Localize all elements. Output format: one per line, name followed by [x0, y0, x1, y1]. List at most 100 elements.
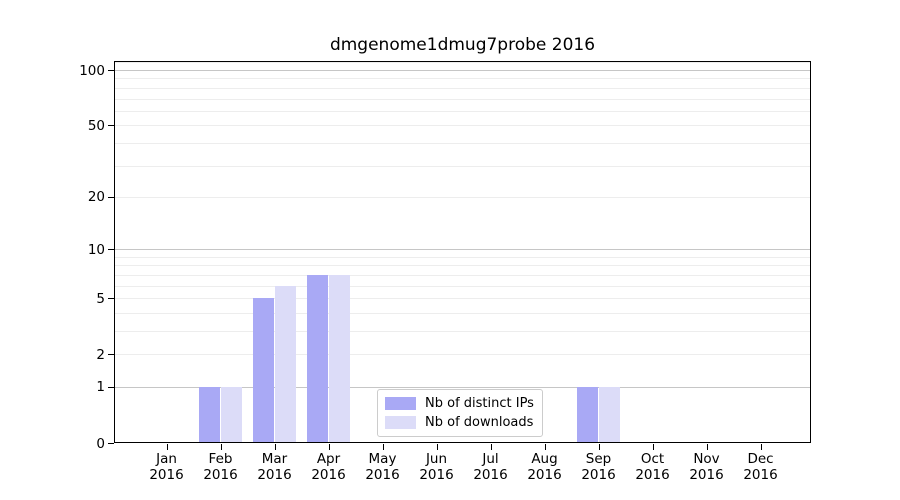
y-tick	[108, 443, 114, 444]
legend-item: Nb of downloads	[385, 415, 534, 430]
y-minor-gridline	[114, 256, 811, 258]
plot-area	[114, 61, 811, 443]
x-tick-label-line: 2016	[365, 467, 400, 483]
y-minor-gridline	[114, 330, 811, 332]
y-tick-label: 5	[96, 290, 105, 307]
y-minor-gridline	[114, 98, 811, 100]
x-tick	[166, 444, 168, 450]
x-tick-label: Dec 2016	[729, 451, 793, 483]
x-tick-label: Aug 2016	[513, 451, 577, 483]
y-tick	[108, 298, 114, 300]
x-tick-label: Mar 2016	[243, 451, 307, 483]
x-tick-label-line: Apr	[316, 451, 341, 467]
bar-distinct-ips	[306, 274, 329, 443]
legend: Nb of distinct IPs Nb of downloads	[377, 389, 543, 437]
x-tick-label-line: Sep	[585, 451, 612, 467]
x-tick	[598, 444, 600, 450]
x-tick	[382, 444, 384, 450]
y-minor-gridline	[114, 196, 811, 198]
x-tick	[490, 444, 492, 450]
x-tick-label: Sep 2016	[567, 451, 631, 483]
x-tick-label-line: 2016	[581, 467, 616, 483]
x-tick	[274, 444, 276, 450]
y-minor-gridline	[114, 125, 811, 127]
x-tick-label-line: Nov	[693, 451, 720, 467]
y-minor-gridline	[114, 354, 811, 356]
x-tick-label: Jan 2016	[135, 451, 199, 483]
y-tick	[108, 354, 114, 356]
x-tick-label-line: Oct	[640, 451, 665, 467]
x-tick-label-line: 2016	[203, 467, 238, 483]
x-tick	[706, 444, 708, 450]
y-minor-gridline	[114, 110, 811, 112]
y-tick-label: 20	[87, 189, 105, 206]
x-tick-label-line: 2016	[149, 467, 184, 483]
y-minor-gridline	[114, 274, 811, 276]
legend-label: Nb of downloads	[425, 415, 534, 430]
x-tick	[220, 444, 222, 450]
y-tick-label: 100	[79, 62, 105, 79]
x-tick-label-line: 2016	[689, 467, 724, 483]
legend-item: Nb of distinct IPs	[385, 396, 534, 411]
x-tick	[544, 444, 546, 450]
x-tick	[760, 444, 762, 450]
legend-label: Nb of distinct IPs	[425, 396, 534, 411]
y-major-gridline	[114, 249, 811, 251]
x-tick-label: Apr 2016	[297, 451, 361, 483]
y-major-gridline	[114, 386, 811, 388]
y-tick-label: 0	[96, 435, 105, 452]
y-minor-gridline	[114, 285, 811, 287]
bar-downloads	[220, 387, 243, 443]
y-minor-gridline	[114, 78, 811, 80]
y-minor-gridline	[114, 298, 811, 300]
x-tick-label-line: 2016	[743, 467, 778, 483]
bar-downloads	[274, 285, 297, 443]
x-tick-label: Jun 2016	[405, 451, 469, 483]
bar-downloads	[598, 387, 621, 443]
x-tick-label-line: May	[368, 451, 397, 467]
y-tick	[108, 196, 114, 198]
x-tick-label-line: 2016	[311, 467, 346, 483]
x-tick-label: Jul 2016	[459, 451, 523, 483]
downloads-swatch	[385, 416, 416, 429]
x-tick-label-line: 2016	[419, 467, 454, 483]
y-minor-gridline	[114, 265, 811, 267]
bar-distinct-ips	[198, 387, 221, 443]
x-tick	[436, 444, 438, 450]
x-tick-label: Feb 2016	[189, 451, 253, 483]
x-tick-label-line: 2016	[473, 467, 508, 483]
y-minor-gridline	[114, 87, 811, 89]
y-minor-gridline	[114, 142, 811, 144]
y-tick	[108, 386, 114, 388]
x-tick-label-line: Feb	[208, 451, 233, 467]
x-tick-label-line: Mar	[261, 451, 288, 467]
bar-distinct-ips	[576, 387, 599, 443]
y-tick-label: 2	[96, 346, 105, 363]
x-tick	[652, 444, 654, 450]
x-tick-label-line: 2016	[635, 467, 670, 483]
y-minor-gridline	[114, 62, 811, 64]
x-tick	[328, 444, 330, 450]
y-minor-gridline	[114, 312, 811, 314]
bar-downloads	[328, 274, 351, 443]
y-tick-label: 50	[87, 117, 105, 134]
x-tick-label-line: Dec	[747, 451, 774, 467]
y-tick	[108, 249, 114, 251]
x-tick-label-line: 2016	[257, 467, 292, 483]
y-minor-gridline	[114, 165, 811, 167]
y-tick	[108, 125, 114, 127]
x-tick-label: Nov 2016	[675, 451, 739, 483]
y-tick-label: 1	[96, 379, 105, 396]
distinct-ips-swatch	[385, 397, 416, 410]
x-tick-label-line: Aug	[531, 451, 558, 467]
x-tick-label: May 2016	[351, 451, 415, 483]
x-tick-label-line: Jan	[156, 451, 177, 467]
y-tick-label: 10	[87, 241, 105, 258]
bar-distinct-ips	[252, 298, 275, 443]
y-major-gridline	[114, 70, 811, 72]
chart-title: dmgenome1dmug7probe 2016	[329, 35, 596, 55]
x-tick-label-line: Jul	[482, 451, 499, 467]
x-tick-label-line: 2016	[527, 467, 562, 483]
x-tick-label-line: Jun	[425, 451, 448, 467]
